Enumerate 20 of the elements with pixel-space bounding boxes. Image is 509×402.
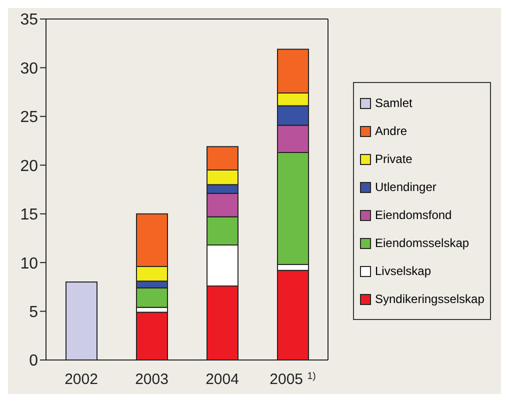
y-tick-label: 25 [20, 109, 38, 126]
x-tick-label: 2005 $^{1)}$ [270, 370, 316, 388]
y-tick-label: 35 [20, 12, 38, 29]
y-tick-label: 5 [29, 304, 38, 321]
legend-label: Eiendomsselskap [375, 236, 470, 250]
x-tick-label: 2004 [206, 371, 239, 388]
y-tick-label: 0 [29, 352, 38, 370]
y-tick-label: 30 [20, 60, 38, 78]
legend-label: Private [375, 152, 412, 166]
y-tick-label: 20 [20, 158, 38, 175]
x-tick-label: 2003 [135, 371, 168, 388]
legend-label: Livselskap [375, 264, 432, 278]
legend-label: Eiendomsfond [375, 208, 452, 222]
legend-label: Syndikeringsselskap [375, 292, 484, 306]
legend-label: Samlet [375, 96, 412, 110]
y-tick-label: 10 [20, 255, 38, 272]
x-tick-label: 2002 [64, 371, 98, 388]
y-tick-label: 15 [20, 206, 38, 224]
legend-label: Andre [375, 124, 408, 138]
legend-label: Utlendinger [375, 180, 436, 194]
